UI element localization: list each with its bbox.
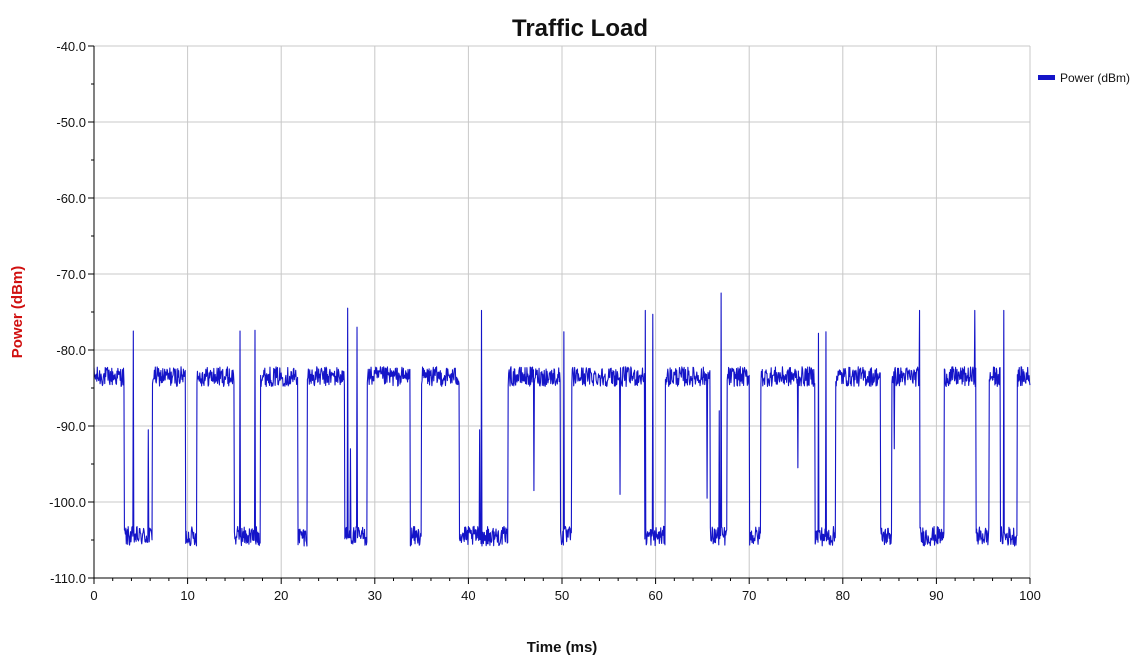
y-tick-label: -90.0 bbox=[56, 419, 86, 434]
y-tick-label: -100.0 bbox=[49, 495, 86, 510]
x-tick-label: 70 bbox=[742, 588, 756, 603]
series-line-power-dbm bbox=[93, 292, 1031, 547]
x-tick-label: 60 bbox=[648, 588, 662, 603]
x-tick-label: 100 bbox=[1019, 588, 1041, 603]
y-tick-label: -50.0 bbox=[56, 115, 86, 130]
x-ticks: 0 10 20 30 40 50 60 70 80 90 100 bbox=[90, 578, 1041, 603]
x-tick-label: 40 bbox=[461, 588, 475, 603]
y-tick-label: -110.0 bbox=[50, 571, 86, 586]
x-tick-label: 50 bbox=[555, 588, 569, 603]
y-tick-label: -60.0 bbox=[56, 191, 86, 206]
x-tick-label: 20 bbox=[274, 588, 288, 603]
x-tick-label: 30 bbox=[368, 588, 382, 603]
x-tick-label: 90 bbox=[929, 588, 943, 603]
y-tick-label: -80.0 bbox=[56, 343, 86, 358]
y-tick-label: -40.0 bbox=[56, 39, 86, 54]
y-ticks: -40.0 -50.0 -60.0 -70.0 -80.0 -90.0 -100.0 -110… bbox=[49, 39, 94, 586]
y-axis-title: Power (dBm) bbox=[9, 266, 26, 359]
legend: Power (dBm) bbox=[1038, 71, 1130, 85]
x-tick-label: 80 bbox=[836, 588, 850, 603]
x-tick-label: 10 bbox=[180, 588, 194, 603]
series-power-dbm bbox=[93, 292, 1031, 547]
x-tick-label: 0 bbox=[90, 588, 97, 603]
legend-swatch bbox=[1038, 75, 1055, 80]
x-axis-title: Time (ms) bbox=[527, 639, 598, 656]
gridlines bbox=[93, 45, 1031, 579]
legend-label: Power (dBm) bbox=[1060, 71, 1130, 85]
y-tick-label: -70.0 bbox=[56, 267, 86, 282]
chart-title: Traffic Load bbox=[512, 15, 648, 42]
